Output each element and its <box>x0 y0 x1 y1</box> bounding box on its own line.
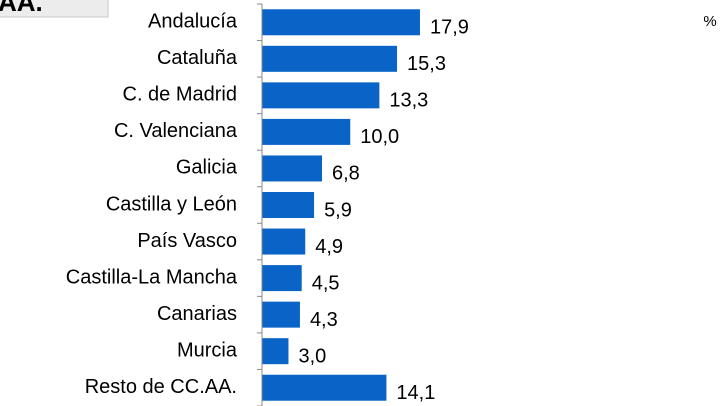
bar <box>262 228 306 255</box>
unit-label: % <box>703 13 716 30</box>
bar <box>262 192 315 218</box>
bar <box>262 374 387 401</box>
y-tick-label: Andalucía <box>148 11 238 33</box>
data-label: 17,9 <box>430 17 469 39</box>
y-tick-label: C. de Madrid <box>123 84 238 106</box>
y-tick-label: Galicia <box>176 157 238 179</box>
y-tick-label: C. Valenciana <box>114 120 238 142</box>
title-box <box>0 0 109 18</box>
data-label: 13,3 <box>389 90 428 112</box>
data-label: 3,0 <box>298 345 326 367</box>
bar <box>262 301 300 328</box>
y-tick-label: Resto de CC.AA. <box>85 376 237 398</box>
data-label: 10,0 <box>360 126 399 148</box>
bar <box>262 155 323 182</box>
bar <box>262 338 289 365</box>
y-tick-label: Castilla y León <box>106 193 237 215</box>
bar <box>262 82 380 109</box>
chart-title: AA. <box>0 0 43 17</box>
data-label: 14,1 <box>396 382 435 404</box>
bar <box>262 265 302 292</box>
y-tick-label: Murcia <box>177 339 238 361</box>
data-label: 5,9 <box>324 199 352 221</box>
data-label: 4,5 <box>312 272 340 294</box>
y-tick-label: Cataluña <box>157 47 238 69</box>
data-label: 6,8 <box>332 163 360 185</box>
y-tick-label: Castilla-La Mancha <box>66 266 238 288</box>
data-label: 4,9 <box>315 236 343 258</box>
bar <box>262 9 420 36</box>
data-label: 4,3 <box>310 309 338 331</box>
bar <box>262 45 398 72</box>
data-label: 15,3 <box>407 53 446 75</box>
y-tick-label: Canarias <box>157 303 237 325</box>
bar <box>262 118 351 145</box>
y-tick-label: País Vasco <box>137 230 237 252</box>
